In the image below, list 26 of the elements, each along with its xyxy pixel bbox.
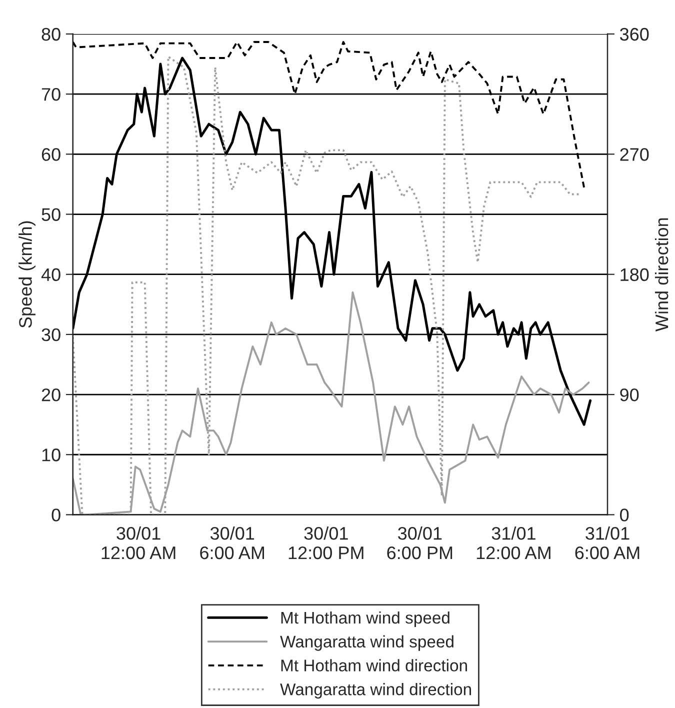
x-tick-label: 30/01 6:00 PM <box>387 526 452 560</box>
y-tick-label: 20 <box>42 388 60 402</box>
legend-label: Mt Hotham wind direction <box>281 659 467 672</box>
y-tick-label: 70 <box>42 88 60 101</box>
y-tick-label: 10 <box>42 448 60 462</box>
y-tick-label: 0 <box>52 508 60 522</box>
y-tick-label: 40 <box>41 268 60 282</box>
y-tick-label: 30 <box>42 328 60 342</box>
legend-label: Wangaratta wind speed <box>280 635 454 651</box>
y2-tick-label: 0 <box>620 508 629 522</box>
x-tick-label: 30/01 12:00 AM <box>102 526 176 560</box>
y2-tick-label: 90 <box>620 388 639 402</box>
y-tick-label: 50 <box>42 208 60 221</box>
y2-tick-label: 270 <box>620 148 649 161</box>
y2-tick-label: 180 <box>620 268 649 282</box>
x-tick-label: 30/01 12:00 PM <box>288 526 364 560</box>
y-axis-title: Speed (km/h) <box>18 221 36 328</box>
x-tick-label: 31/01 6:00 AM <box>575 526 640 560</box>
y-tick-label: 60 <box>42 148 60 161</box>
y2-tick-label: 360 <box>620 28 649 41</box>
x-tick-label: 30/01 6:00 AM <box>200 526 264 560</box>
y2-axis-title: Wind direction <box>654 218 668 332</box>
y-tick-label: 80 <box>42 28 60 41</box>
legend-label: Wangaratta wind direction <box>280 683 471 699</box>
x-tick-label: 31/01 12:00 AM <box>476 526 550 560</box>
legend-label: Mt Hotham wind speed <box>281 611 450 627</box>
